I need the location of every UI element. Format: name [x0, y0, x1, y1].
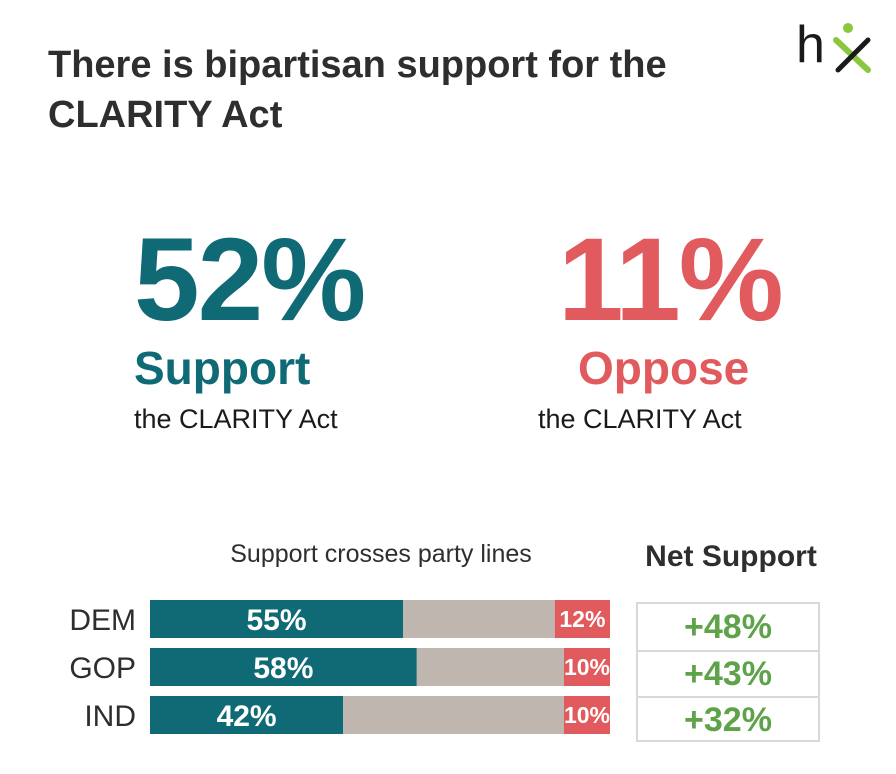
- bar-neutral-gop: [416, 648, 564, 686]
- net-support-ind: +32%: [638, 696, 818, 742]
- bar-label-support-ind: 42%: [217, 700, 277, 733]
- party-bar-chart: DEM 55% 12% GOP 58% 10% IND 42% 10%: [69, 600, 610, 734]
- bar-chart-title: Support crosses party lines: [230, 540, 532, 568]
- support-subtitle: the CLARITY Act: [134, 404, 338, 434]
- oppose-label: Oppose: [578, 342, 750, 394]
- category-label-dem: DEM: [69, 604, 136, 637]
- bar-label-oppose-dem: 12%: [559, 606, 605, 632]
- net-support-title: Net Support: [645, 540, 817, 573]
- bar-support-gop: [150, 648, 417, 686]
- bar-oppose-gop: [564, 648, 610, 686]
- support-summary: 52% Support the CLARITY Act: [134, 220, 464, 436]
- category-label-ind: IND: [84, 700, 136, 733]
- bar-neutral-ind: [343, 696, 564, 734]
- net-support-table: +48% +43% +32%: [636, 602, 820, 742]
- bar-label-support-dem: 55%: [246, 604, 306, 637]
- support-label: Support: [134, 342, 311, 394]
- bar-label-support-gop: 58%: [253, 652, 313, 685]
- net-support-gop: +43%: [638, 650, 818, 696]
- logo-dot: [843, 23, 853, 33]
- net-support-dem: +48%: [684, 607, 772, 646]
- category-label-gop: GOP: [69, 652, 136, 685]
- hx-logo: h: [796, 16, 871, 74]
- logo-x-stroke-b: [835, 37, 871, 73]
- bar-oppose-ind: [564, 696, 610, 734]
- bar-oppose-dem: [554, 600, 610, 638]
- bar-neutral-dem: [403, 600, 555, 638]
- bar-support-ind: [150, 696, 344, 734]
- oppose-subtitle: the CLARITY Act: [538, 404, 742, 434]
- bar-support-dem: [150, 600, 403, 638]
- bar-label-oppose-ind: 10%: [564, 702, 610, 728]
- support-percent: 52%: [134, 214, 366, 346]
- chart-title-heading: There is bipartisan support for the CLAR…: [48, 44, 667, 136]
- logo-h: h: [796, 16, 825, 74]
- oppose-summary: 11% Oppose the CLARITY Act: [538, 220, 868, 436]
- bar-label-oppose-gop: 10%: [564, 654, 610, 680]
- oppose-percent: 11%: [558, 214, 784, 346]
